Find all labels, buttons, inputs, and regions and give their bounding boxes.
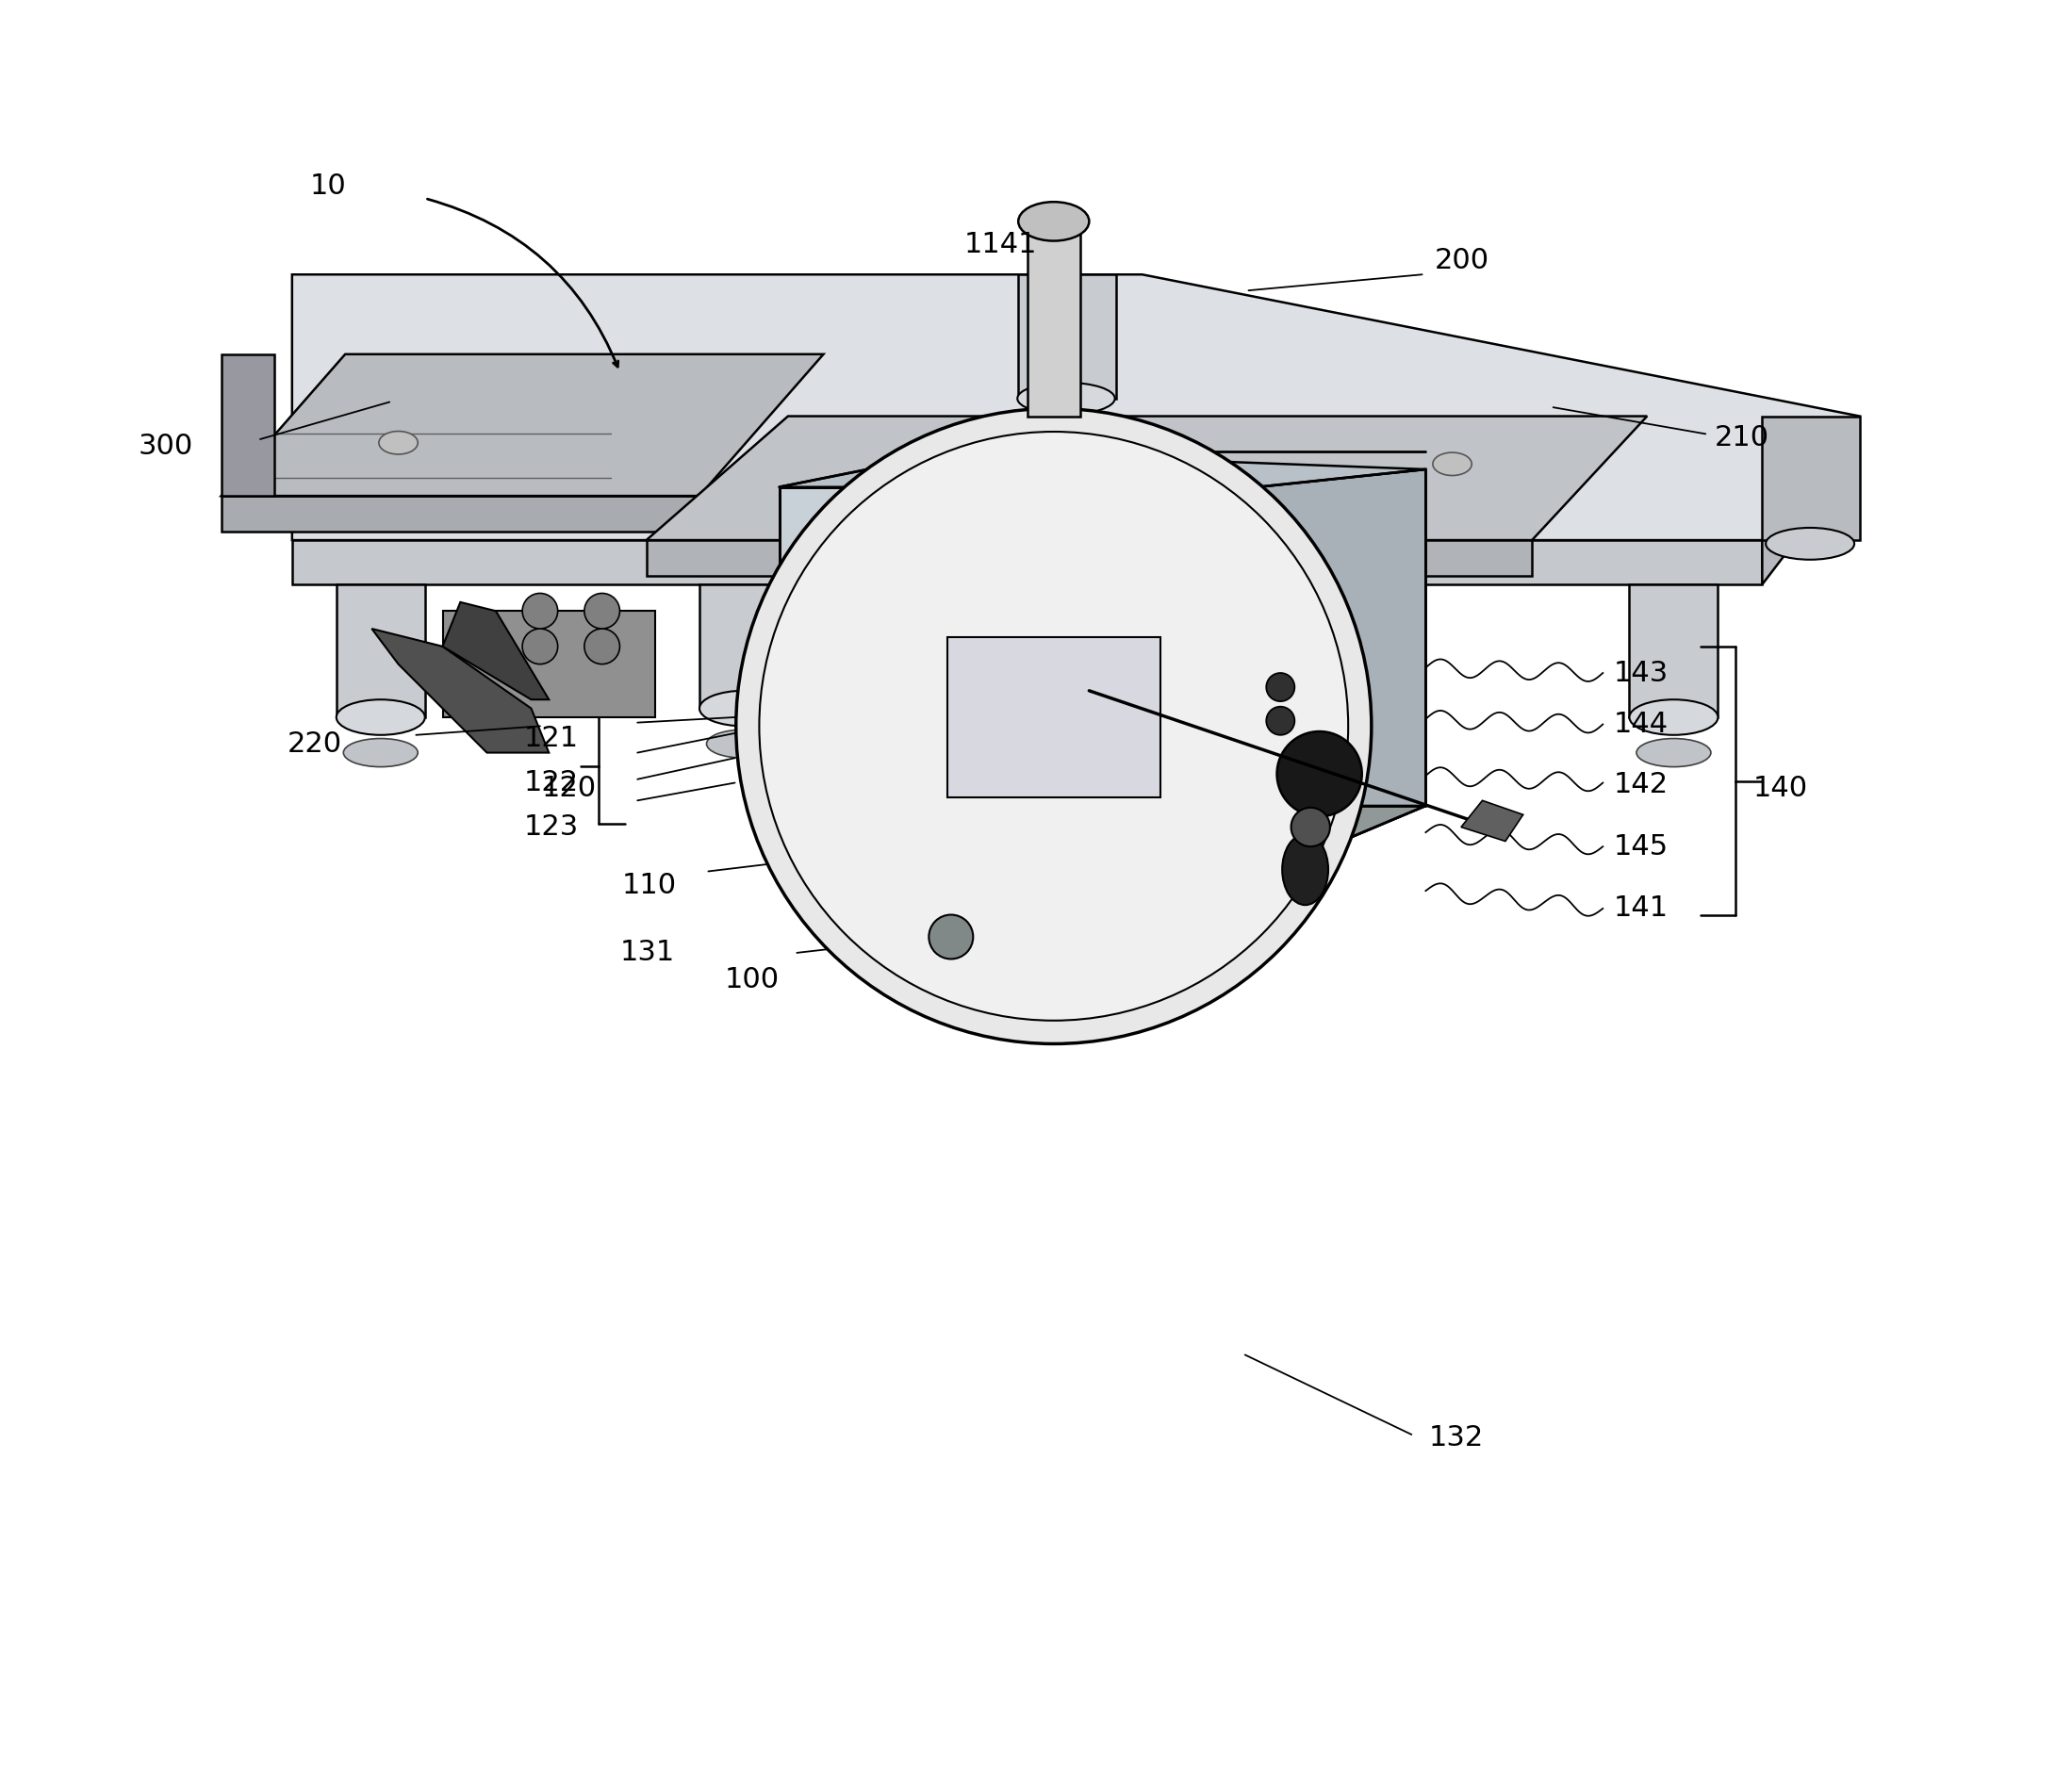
Polygon shape [371, 629, 549, 753]
Text: 141: 141 [1614, 894, 1668, 923]
Ellipse shape [1291, 808, 1330, 847]
Text: 123: 123 [524, 813, 578, 841]
Ellipse shape [1017, 202, 1090, 241]
Text: 143: 143 [1614, 659, 1668, 687]
Polygon shape [222, 354, 274, 496]
Ellipse shape [1017, 383, 1115, 414]
Ellipse shape [707, 730, 781, 758]
Ellipse shape [522, 593, 557, 629]
Text: 140: 140 [1753, 774, 1809, 802]
Ellipse shape [700, 691, 787, 726]
Text: 121: 121 [524, 724, 578, 753]
Polygon shape [443, 611, 655, 717]
Polygon shape [222, 496, 700, 531]
Text: 110: 110 [622, 871, 675, 900]
Ellipse shape [928, 916, 974, 960]
Ellipse shape [336, 700, 425, 735]
Text: 10: 10 [311, 172, 346, 200]
Text: 200: 200 [1434, 246, 1490, 275]
Bar [1028, 230, 1080, 416]
Ellipse shape [1629, 700, 1718, 735]
Ellipse shape [344, 739, 419, 767]
Text: 132: 132 [1430, 1424, 1484, 1452]
Ellipse shape [1276, 731, 1361, 816]
Polygon shape [292, 540, 1761, 584]
Text: 100: 100 [725, 965, 779, 994]
Text: 122: 122 [524, 769, 578, 797]
Ellipse shape [584, 629, 620, 664]
Text: 220: 220 [286, 730, 342, 758]
Ellipse shape [522, 629, 557, 664]
Text: 145: 145 [1614, 832, 1668, 861]
Ellipse shape [758, 432, 1349, 1020]
Polygon shape [222, 354, 823, 496]
Bar [947, 638, 1160, 797]
Polygon shape [336, 584, 425, 717]
Polygon shape [779, 452, 1426, 487]
Text: 142: 142 [1614, 770, 1668, 799]
Text: 120: 120 [543, 774, 597, 802]
Polygon shape [1461, 800, 1523, 841]
Polygon shape [779, 806, 1426, 877]
Ellipse shape [379, 432, 419, 455]
Text: 210: 210 [1714, 423, 1769, 452]
Polygon shape [974, 921, 1133, 953]
Text: 300: 300 [139, 432, 193, 460]
Polygon shape [779, 487, 1258, 877]
Ellipse shape [1432, 453, 1471, 476]
Text: 1141: 1141 [963, 230, 1038, 259]
Ellipse shape [1637, 739, 1711, 767]
Polygon shape [1629, 584, 1718, 717]
Ellipse shape [1266, 673, 1295, 701]
Ellipse shape [736, 409, 1372, 1043]
Polygon shape [1761, 416, 1861, 584]
Ellipse shape [1266, 707, 1295, 735]
Polygon shape [646, 540, 1531, 576]
Text: 144: 144 [1614, 710, 1668, 739]
Ellipse shape [1765, 528, 1854, 560]
Polygon shape [443, 602, 549, 700]
Polygon shape [1761, 416, 1861, 540]
Text: 131: 131 [620, 939, 675, 967]
Ellipse shape [1283, 834, 1328, 905]
Polygon shape [1258, 469, 1426, 877]
Polygon shape [646, 416, 1647, 540]
Polygon shape [700, 584, 787, 708]
Polygon shape [292, 275, 1861, 540]
Polygon shape [1017, 275, 1115, 398]
Ellipse shape [584, 593, 620, 629]
